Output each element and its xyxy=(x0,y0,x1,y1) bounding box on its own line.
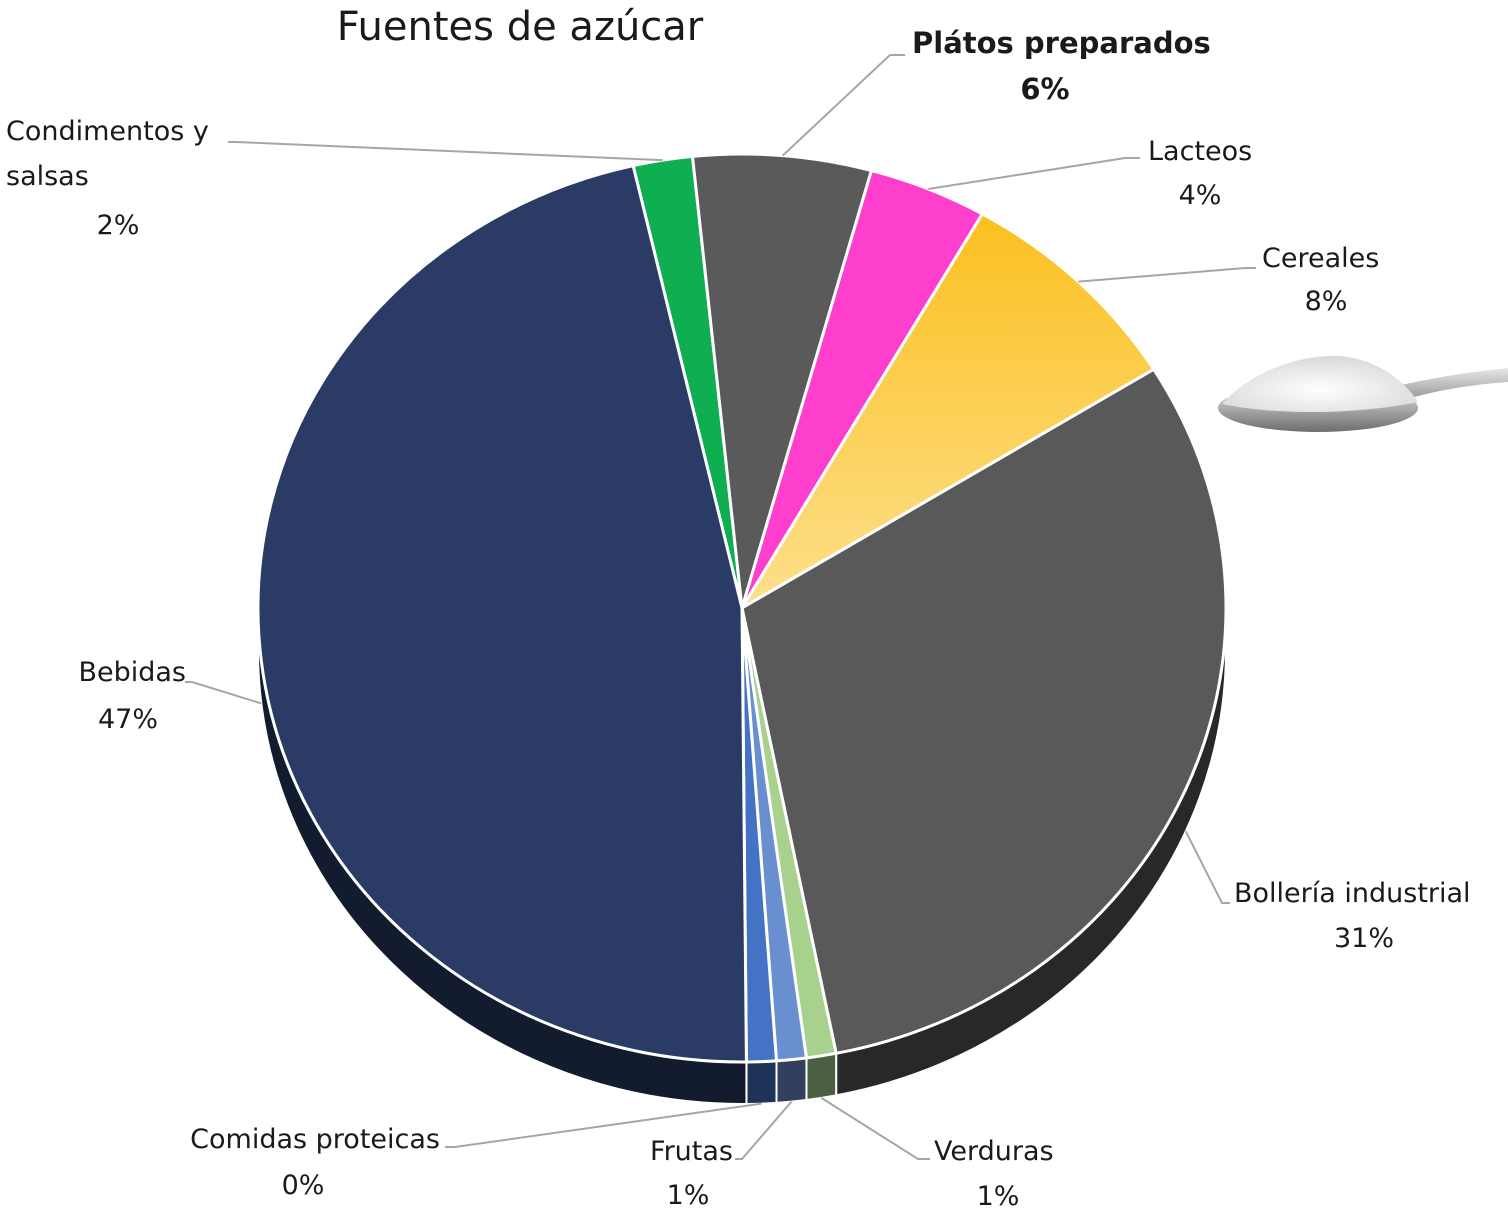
slice-label-frutas: Frutas xyxy=(650,1136,733,1167)
leader-line-condimentos-y-salsas xyxy=(228,141,663,162)
slice-value-comidas-proteicas: 0% xyxy=(282,1170,325,1201)
slice-label-platos-preparados: Plátos preparados xyxy=(912,26,1211,60)
pie-slice-bolleria-industrial xyxy=(740,367,1228,1055)
pie-slices xyxy=(256,152,1228,1064)
leader-line-frutas xyxy=(735,1100,793,1160)
pie-slice-bebidas xyxy=(256,164,748,1064)
slice-value-cereales: 8% xyxy=(1305,286,1348,317)
leader-line-bolleria-industrial xyxy=(1184,830,1230,904)
leader-line-comidas-proteicas xyxy=(445,1102,762,1148)
pie-side-verduras xyxy=(805,1052,838,1102)
leader-line-bebidas xyxy=(185,681,262,705)
slice-label-verduras: Verduras xyxy=(934,1136,1054,1167)
slice-value-verduras: 1% xyxy=(977,1181,1020,1211)
pie-side-comidas-proteicas xyxy=(745,1059,778,1105)
slice-value-lacteos: 4% xyxy=(1179,180,1222,211)
slice-label-bolleria-industrial: Bollería industrial xyxy=(1234,878,1471,909)
leader-line-platos-preparados xyxy=(781,54,905,157)
slice-labels: Condimentos y salsas 2% Plátos preparados 6%… xyxy=(6,26,1471,1212)
pie-slice-platos-preparados xyxy=(690,152,873,610)
slice-value-platos-preparados: 6% xyxy=(1020,72,1069,106)
chart-title: Fuentes de azúcar xyxy=(337,4,704,50)
slice-label-bebidas: Bebidas xyxy=(78,657,186,688)
pie-side-frutas xyxy=(775,1056,808,1104)
slice-value-bolleria-industrial: 31% xyxy=(1334,923,1394,954)
leader-line-lacteos xyxy=(928,157,1140,190)
slice-value-bebidas: 47% xyxy=(98,704,158,735)
slice-label-condimentos-y-salsas-line-1: Condimentos y xyxy=(6,116,209,147)
slice-value-frutas: 1% xyxy=(667,1180,710,1211)
slice-label-comidas-proteicas: Comidas proteicas xyxy=(190,1124,440,1155)
leader-lines xyxy=(185,54,1256,1160)
slice-value-condimentos-y-salsas: 2% xyxy=(97,210,140,241)
slice-label-condimentos-y-salsas-line-2: salsas xyxy=(6,161,89,192)
slice-label-lacteos: Lacteos xyxy=(1148,136,1252,167)
slice-label-cereales: Cereales xyxy=(1262,243,1379,274)
sugar-spoon-icon xyxy=(1218,355,1508,432)
leader-line-verduras xyxy=(820,1097,930,1160)
leader-line-cereales xyxy=(1078,267,1256,283)
